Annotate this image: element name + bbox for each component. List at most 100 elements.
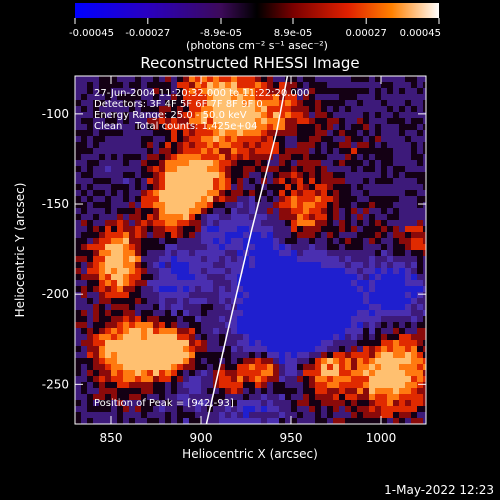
heatmap-cell bbox=[117, 340, 123, 346]
heatmap-cell bbox=[153, 346, 159, 352]
heatmap-cell bbox=[423, 304, 426, 310]
heatmap-cell bbox=[291, 268, 297, 274]
heatmap-cell bbox=[225, 406, 231, 412]
heatmap-cell bbox=[267, 166, 273, 172]
heatmap-cell bbox=[123, 400, 129, 406]
heatmap-cell bbox=[333, 268, 339, 274]
heatmap-cell bbox=[165, 262, 171, 268]
heatmap-cell bbox=[195, 166, 201, 172]
heatmap-cell bbox=[387, 232, 393, 238]
heatmap-cell bbox=[363, 178, 369, 184]
heatmap-cell bbox=[339, 292, 345, 298]
heatmap-cell bbox=[333, 166, 339, 172]
heatmap-cell bbox=[123, 376, 129, 382]
heatmap-cell bbox=[81, 304, 87, 310]
heatmap-cell bbox=[207, 280, 213, 286]
heatmap-cell bbox=[255, 262, 261, 268]
heatmap-cell bbox=[375, 328, 381, 334]
heatmap-cell bbox=[261, 316, 267, 322]
heatmap-cell bbox=[75, 370, 81, 376]
heatmap-cell bbox=[147, 88, 153, 94]
heatmap-cell bbox=[147, 394, 153, 400]
heatmap-cell bbox=[237, 142, 243, 148]
heatmap-cell bbox=[189, 130, 195, 136]
heatmap-cell bbox=[387, 214, 393, 220]
heatmap-cell bbox=[375, 364, 381, 370]
heatmap-cell bbox=[261, 400, 267, 406]
heatmap-cell bbox=[315, 136, 321, 142]
heatmap-cell bbox=[159, 118, 165, 124]
heatmap-cell bbox=[345, 172, 351, 178]
heatmap-cell bbox=[171, 406, 177, 412]
heatmap-cell bbox=[261, 292, 267, 298]
heatmap-cell bbox=[99, 388, 105, 394]
heatmap-cell bbox=[93, 166, 99, 172]
heatmap-cell bbox=[177, 88, 183, 94]
heatmap-cell bbox=[237, 238, 243, 244]
heatmap-cell bbox=[339, 76, 345, 82]
heatmap-cell bbox=[381, 232, 387, 238]
heatmap-cell bbox=[237, 214, 243, 220]
heatmap-cell bbox=[303, 136, 309, 142]
heatmap-cell bbox=[327, 280, 333, 286]
heatmap-cell bbox=[345, 148, 351, 154]
heatmap-cell bbox=[177, 256, 183, 262]
heatmap-cell bbox=[315, 142, 321, 148]
heatmap-cell bbox=[339, 352, 345, 358]
heatmap-cell bbox=[243, 118, 249, 124]
heatmap-cell bbox=[327, 352, 333, 358]
heatmap-cell bbox=[261, 310, 267, 316]
heatmap-cell bbox=[315, 106, 321, 112]
heatmap-cell bbox=[159, 298, 165, 304]
heatmap-cell bbox=[345, 208, 351, 214]
heatmap-cell bbox=[225, 226, 231, 232]
heatmap-cell bbox=[417, 196, 423, 202]
heatmap-cell bbox=[129, 148, 135, 154]
heatmap-cell bbox=[183, 160, 189, 166]
heatmap-cell bbox=[315, 250, 321, 256]
heatmap-cell bbox=[417, 172, 423, 178]
heatmap-cell bbox=[183, 100, 189, 106]
heatmap-cell bbox=[387, 166, 393, 172]
heatmap-cell bbox=[135, 238, 141, 244]
heatmap-cell bbox=[261, 352, 267, 358]
heatmap-cell bbox=[369, 256, 375, 262]
heatmap-cell bbox=[351, 400, 357, 406]
heatmap-cell bbox=[243, 256, 249, 262]
heatmap-cell bbox=[171, 376, 177, 382]
heatmap-cell bbox=[315, 148, 321, 154]
heatmap-cell bbox=[345, 328, 351, 334]
heatmap-cell bbox=[351, 358, 357, 364]
heatmap-cell bbox=[219, 262, 225, 268]
heatmap-cell bbox=[219, 298, 225, 304]
heatmap-cell bbox=[285, 394, 291, 400]
heatmap-cell bbox=[159, 364, 165, 370]
heatmap-cell bbox=[393, 340, 399, 346]
heatmap-cell bbox=[273, 190, 279, 196]
heatmap-cell bbox=[339, 190, 345, 196]
heatmap-cell bbox=[417, 112, 423, 118]
heatmap-cell bbox=[99, 394, 105, 400]
heatmap-cell bbox=[159, 130, 165, 136]
heatmap-cell bbox=[417, 388, 423, 394]
heatmap-cell bbox=[231, 106, 237, 112]
heatmap-cell bbox=[255, 394, 261, 400]
heatmap-cell bbox=[81, 394, 87, 400]
heatmap-cell bbox=[201, 148, 207, 154]
heatmap-cell bbox=[255, 76, 261, 82]
heatmap-cell bbox=[93, 382, 99, 388]
heatmap-cell bbox=[141, 394, 147, 400]
heatmap-cell bbox=[123, 310, 129, 316]
heatmap-cell bbox=[387, 82, 393, 88]
heatmap-cell bbox=[327, 76, 333, 82]
heatmap-cell bbox=[267, 412, 273, 418]
colorbar: -0.00045 -0.00027 -8.9e-05 8.9e-05 0.00027 0.… bbox=[69, 3, 441, 52]
heatmap-cell bbox=[105, 106, 111, 112]
heatmap-cell bbox=[387, 250, 393, 256]
heatmap-cell bbox=[405, 88, 411, 94]
heatmap-cell bbox=[81, 382, 87, 388]
heatmap-cell bbox=[309, 202, 315, 208]
heatmap-cell bbox=[87, 196, 93, 202]
heatmap-cell bbox=[249, 118, 255, 124]
y-axis-label: Heliocentric Y (arcsec) bbox=[13, 183, 27, 318]
